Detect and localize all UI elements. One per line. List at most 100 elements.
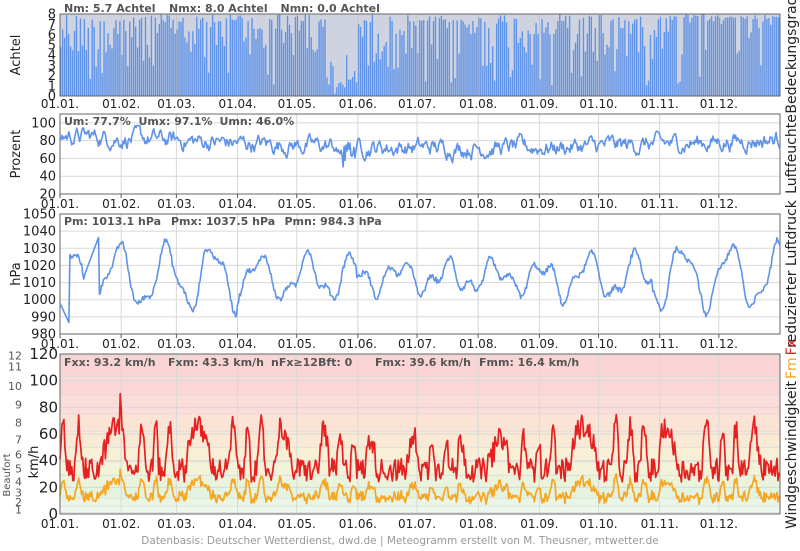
cloud-bar — [687, 14, 689, 96]
cloud-bar — [606, 44, 608, 96]
cloud-bar — [419, 20, 421, 97]
y-axis-label: hPa — [9, 262, 24, 285]
cloud-bar — [432, 21, 435, 97]
cloud-bar — [602, 33, 604, 96]
panel-title-text: Windgeschwindigkeit — [784, 381, 800, 530]
cloud-bar — [632, 23, 634, 96]
cloud-bar — [292, 55, 295, 96]
cloud-bar — [474, 32, 476, 96]
cloud-bar — [758, 27, 760, 97]
cloud-bar — [113, 28, 115, 97]
cloud-bar — [513, 18, 516, 96]
cloud-bar — [527, 30, 529, 96]
x-tick-label: 01.11. — [641, 97, 679, 111]
cloud-bar — [752, 19, 754, 96]
x-tick-label: 01.12. — [700, 97, 738, 111]
cloud-bar — [77, 51, 80, 96]
pressure-line — [59, 236, 781, 324]
cloud-bar — [148, 57, 151, 96]
beaufort-tick-label: 4 — [15, 475, 22, 488]
cloud-bar — [142, 60, 145, 96]
beaufort-tick-label: 3 — [15, 487, 22, 500]
cloud-bar — [452, 20, 454, 97]
cloud-bar — [156, 32, 159, 96]
cloud-bar — [728, 17, 731, 97]
cloud-bar — [308, 15, 310, 96]
cloud-bar — [730, 16, 733, 97]
cloud-bar — [233, 20, 235, 96]
cloud-bar — [409, 21, 411, 96]
x-tick-label: 01.05. — [278, 197, 316, 211]
cloud-bar — [657, 19, 660, 96]
cloud-bar — [724, 17, 727, 97]
cloud-bar — [671, 19, 673, 96]
cloud-bar — [111, 48, 113, 96]
x-tick-label: 01.11. — [641, 197, 679, 211]
x-tick-label: 01.02. — [102, 517, 140, 531]
cloud-bar — [314, 52, 316, 96]
cloud-bar — [200, 19, 202, 97]
stat-label: Nm: 5.7 Achtel — [64, 2, 156, 15]
cloud-bar — [332, 66, 334, 96]
cloud-bar — [379, 59, 381, 96]
cloud-bar — [324, 19, 326, 97]
cloud-bar — [470, 34, 472, 96]
cloud-bar — [154, 17, 157, 97]
cloud-bar — [340, 82, 342, 96]
cloud-bar — [462, 21, 464, 97]
x-tick-label: 01.08. — [459, 97, 497, 111]
x-tick-label: 01.10. — [579, 517, 617, 531]
y-axis-label: km/h — [27, 446, 42, 479]
cloud-bar — [237, 16, 239, 97]
cloud-bar — [624, 20, 626, 97]
beaufort-axis-label: Beaufort — [2, 453, 13, 496]
cloud-bar — [89, 78, 91, 96]
cloud-bar — [351, 76, 354, 96]
cloud-bar — [584, 51, 587, 96]
stat-label: Nmn: 0.0 Achtel — [281, 2, 380, 15]
cloud-bar — [707, 20, 709, 96]
cloud-bar — [535, 23, 537, 97]
cloud-bar — [543, 32, 545, 96]
cloud-bar — [495, 23, 498, 96]
cloud-bar — [342, 84, 344, 96]
cloud-bar — [361, 36, 364, 96]
cloud-bar — [653, 30, 656, 96]
plot-frame — [59, 353, 781, 515]
y-tick-label: 60 — [39, 425, 58, 443]
cloud-bar — [71, 50, 74, 96]
cloud-bar — [525, 52, 527, 96]
y-tick-label: 980 — [31, 328, 56, 343]
cloud-bar — [205, 21, 208, 96]
cloud-bar — [541, 19, 543, 96]
cloud-bar — [732, 17, 735, 97]
x-tick-label: 01.03. — [157, 97, 195, 111]
cloud-bar — [568, 15, 571, 96]
cloud-bar — [456, 20, 458, 97]
x-tick-label: 01.04. — [218, 197, 256, 211]
x-tick-label: 01.09. — [520, 197, 558, 211]
cloud-bar — [401, 35, 403, 96]
cloud-bar — [306, 48, 308, 96]
y-tick-label: 1000 — [23, 293, 56, 308]
cloud-bar — [123, 19, 125, 96]
cloud-bar — [566, 27, 569, 97]
cloud-bar — [144, 16, 147, 97]
cloud-bar — [180, 22, 182, 96]
panel-title: Luftfeuchte — [784, 114, 800, 194]
gust-line-fx — [59, 392, 781, 483]
cloud-bar — [618, 17, 620, 96]
cloud-bar — [99, 21, 101, 96]
cloud-bar — [93, 26, 95, 97]
cloud-bar — [628, 21, 630, 97]
beaufort-band — [60, 498, 780, 506]
cloud-bar — [241, 17, 243, 96]
cloud-bar — [353, 71, 356, 96]
y-tick-label: 1020 — [23, 259, 56, 274]
x-tick-label: 01.07. — [398, 337, 436, 351]
cloud-bar — [691, 17, 693, 96]
beaufort-band — [60, 487, 780, 498]
cloud-bar — [411, 48, 413, 96]
legend-fx: Fx — [784, 339, 800, 355]
